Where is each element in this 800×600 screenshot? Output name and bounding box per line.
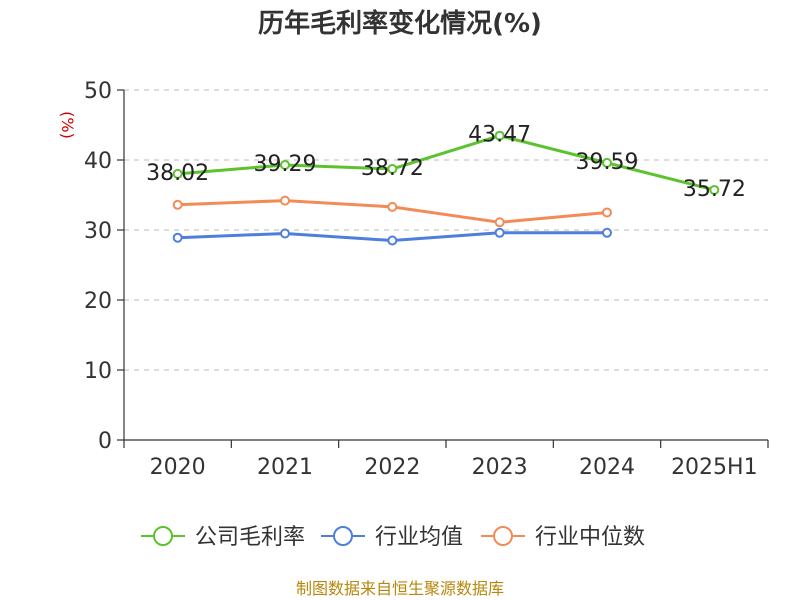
axes: 0 10 20 30 40 50 2020 2021 2022 2023 2024 2025H1 xyxy=(84,79,769,480)
x-tick-label: 2025H1 xyxy=(671,455,758,480)
chart-title: 历年毛利率变化情况(%) xyxy=(258,8,542,39)
data-point xyxy=(172,168,183,179)
data-label: 43.47 xyxy=(468,123,531,148)
legend-marker xyxy=(493,526,513,546)
legend-label: 行业中位数 xyxy=(535,525,645,550)
data-label: 39.59 xyxy=(576,150,639,175)
source-note: 制图数据来自恒生聚源数据库 xyxy=(296,579,504,598)
y-axis-unit: (%) xyxy=(58,111,77,139)
data-point xyxy=(172,199,183,210)
data-point xyxy=(387,163,398,174)
x-tick-label: 2022 xyxy=(364,455,420,480)
y-tick-label: 10 xyxy=(84,359,112,384)
data-label: 35.72 xyxy=(683,177,746,202)
x-tick-label: 2020 xyxy=(150,455,206,480)
data-point xyxy=(494,130,505,141)
data-point xyxy=(709,184,720,195)
data-point xyxy=(280,228,290,239)
x-tick-label: 2024 xyxy=(579,455,635,480)
data-point xyxy=(280,195,290,206)
legend: 公司毛利率 行业均值 行业中位数 xyxy=(141,525,645,550)
y-tick-label: 50 xyxy=(84,79,112,104)
y-tick-label: 0 xyxy=(98,429,112,454)
x-tick-label: 2023 xyxy=(472,455,528,480)
data-label: 39.29 xyxy=(254,152,317,177)
data-point xyxy=(280,159,290,170)
data-point xyxy=(602,207,612,218)
legend-label: 行业均值 xyxy=(375,525,463,550)
data-point xyxy=(602,227,612,238)
data-point xyxy=(172,232,183,243)
data-point xyxy=(387,201,398,212)
data-label: 38.02 xyxy=(146,161,209,186)
y-tick-label: 20 xyxy=(84,289,112,314)
data-point xyxy=(494,217,505,228)
gridlines xyxy=(124,89,768,371)
series-lines xyxy=(172,130,720,246)
x-tick-label: 2021 xyxy=(257,455,313,480)
legend-marker xyxy=(153,526,173,546)
data-label: 38.72 xyxy=(361,156,424,181)
legend-marker xyxy=(333,526,353,546)
data-point xyxy=(494,227,505,238)
series-line-0 xyxy=(177,134,715,192)
data-point xyxy=(387,235,398,246)
y-tick-label: 40 xyxy=(84,149,112,174)
legend-label: 公司毛利率 xyxy=(195,525,305,550)
data-point xyxy=(602,157,612,168)
data-labels: 38.02 39.29 38.72 43.47 39.59 35.72 xyxy=(146,123,746,202)
y-tick-label: 30 xyxy=(84,219,112,244)
